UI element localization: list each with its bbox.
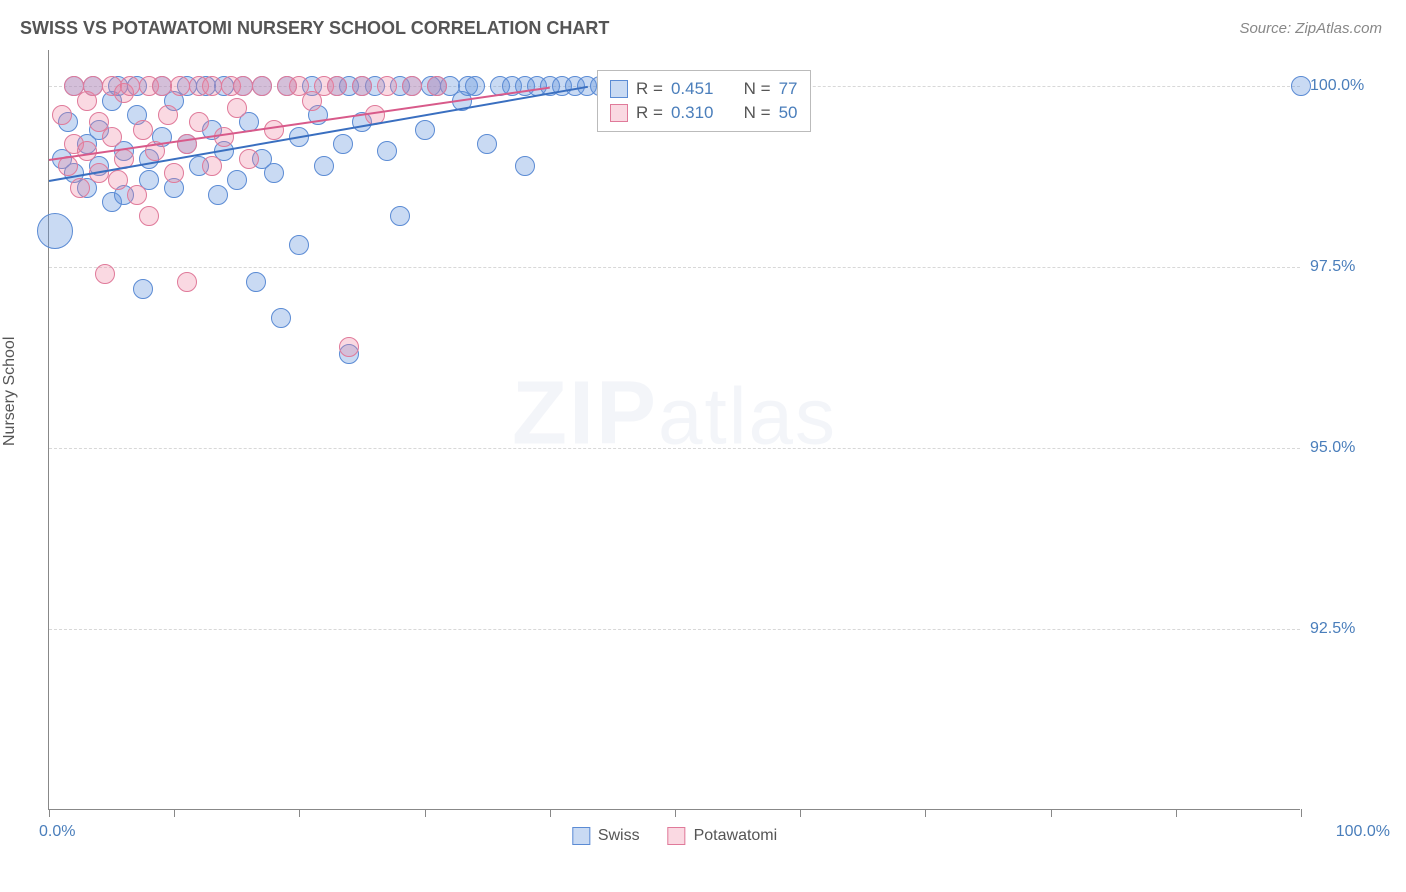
scatter-point	[189, 112, 209, 132]
stats-r-label: R =	[636, 79, 663, 99]
scatter-point	[102, 127, 122, 147]
stats-r-value: 0.451	[671, 79, 714, 99]
scatter-point	[77, 141, 97, 161]
scatter-point	[390, 206, 410, 226]
scatter-point	[314, 156, 334, 176]
scatter-point	[208, 185, 228, 205]
scatter-point	[477, 134, 497, 154]
scatter-point	[202, 76, 222, 96]
gridline	[49, 448, 1300, 449]
scatter-point	[515, 156, 535, 176]
x-tick	[174, 809, 175, 817]
y-tick-label: 92.5%	[1310, 620, 1390, 638]
stats-r-value: 0.310	[671, 103, 714, 123]
scatter-point	[70, 178, 90, 198]
x-tick	[1301, 809, 1302, 817]
x-tick	[1051, 809, 1052, 817]
y-axis-label: Nursery School	[1, 337, 19, 446]
gridline	[49, 629, 1300, 630]
scatter-point	[377, 76, 397, 96]
scatter-point	[177, 272, 197, 292]
scatter-point	[339, 337, 359, 357]
scatter-point	[289, 235, 309, 255]
stats-n-value: 77	[779, 79, 798, 99]
scatter-point	[239, 149, 259, 169]
chart-title: SWISS VS POTAWATOMI NURSERY SCHOOL CORRE…	[20, 18, 609, 39]
scatter-point	[271, 308, 291, 328]
source-attribution: Source: ZipAtlas.com	[1239, 20, 1382, 37]
y-tick-label: 97.5%	[1310, 258, 1390, 276]
scatter-point	[246, 272, 266, 292]
scatter-point	[327, 76, 347, 96]
stats-n-label: N =	[744, 79, 771, 99]
scatter-point	[264, 163, 284, 183]
scatter-point	[133, 279, 153, 299]
scatter-point	[133, 120, 153, 140]
scatter-point	[415, 120, 435, 140]
scatter-point	[333, 134, 353, 154]
x-label-start: 0.0%	[39, 823, 75, 841]
stats-n-value: 50	[779, 103, 798, 123]
x-tick	[425, 809, 426, 817]
scatter-point	[139, 206, 159, 226]
stats-r-label: R =	[636, 103, 663, 123]
scatter-point	[252, 76, 272, 96]
gridline	[49, 267, 1300, 268]
scatter-point	[264, 120, 284, 140]
x-tick	[550, 809, 551, 817]
scatter-point	[164, 163, 184, 183]
legend-swatch	[572, 827, 590, 845]
stats-legend-row: R = 0.310 N = 50	[610, 101, 798, 125]
scatter-point	[37, 213, 73, 249]
x-tick	[800, 809, 801, 817]
x-tick	[675, 809, 676, 817]
scatter-point	[202, 156, 222, 176]
series-legend-label: Potawatomi	[694, 827, 778, 845]
legend-swatch	[668, 827, 686, 845]
x-tick	[49, 809, 50, 817]
scatter-point	[1291, 76, 1311, 96]
y-tick-label: 100.0%	[1310, 77, 1390, 95]
scatter-point	[158, 105, 178, 125]
stats-legend-row: R = 0.451 N = 77	[610, 77, 798, 101]
x-tick	[299, 809, 300, 817]
series-legend: Swiss Potawatomi	[572, 827, 777, 845]
x-tick	[925, 809, 926, 817]
scatter-plot-area: ZIPatlas 92.5%95.0%97.5%100.0%0.0%100.0%…	[48, 50, 1300, 810]
scatter-point	[52, 105, 72, 125]
scatter-point	[233, 76, 253, 96]
scatter-point	[83, 76, 103, 96]
scatter-point	[352, 76, 372, 96]
scatter-point	[120, 76, 140, 96]
y-tick-label: 95.0%	[1310, 439, 1390, 457]
scatter-point	[170, 76, 190, 96]
legend-swatch	[610, 80, 628, 98]
scatter-point	[227, 98, 247, 118]
scatter-point	[95, 264, 115, 284]
scatter-point	[127, 185, 147, 205]
scatter-point	[227, 170, 247, 190]
stats-n-label: N =	[744, 103, 771, 123]
scatter-point	[214, 127, 234, 147]
watermark: ZIPatlas	[512, 363, 837, 466]
series-legend-item: Swiss	[572, 827, 640, 845]
series-legend-item: Potawatomi	[668, 827, 778, 845]
scatter-point	[402, 76, 422, 96]
x-tick	[1176, 809, 1177, 817]
scatter-point	[427, 76, 447, 96]
scatter-point	[377, 141, 397, 161]
scatter-point	[108, 170, 128, 190]
scatter-point	[152, 76, 172, 96]
x-label-end: 100.0%	[1336, 823, 1390, 841]
scatter-point	[465, 76, 485, 96]
stats-legend: R = 0.451 N = 77R = 0.310 N = 50	[597, 70, 811, 132]
legend-swatch	[610, 104, 628, 122]
series-legend-label: Swiss	[598, 827, 640, 845]
